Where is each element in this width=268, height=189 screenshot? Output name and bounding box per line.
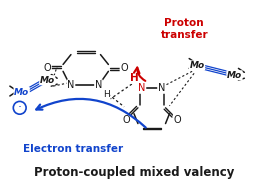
Text: Electron transfer: Electron transfer	[23, 144, 123, 154]
Text: N: N	[67, 80, 75, 90]
Text: Mo: Mo	[40, 76, 55, 85]
Text: ·: ·	[18, 101, 22, 114]
Text: N: N	[95, 80, 102, 90]
Text: Mo: Mo	[227, 71, 242, 80]
Text: O: O	[120, 63, 128, 73]
Text: O: O	[174, 115, 181, 125]
Text: O: O	[122, 115, 130, 125]
Text: Proton-coupled mixed valency: Proton-coupled mixed valency	[34, 166, 234, 179]
Text: H: H	[130, 73, 138, 83]
Text: Mo: Mo	[14, 88, 29, 97]
Text: H: H	[103, 91, 110, 99]
Text: N: N	[138, 83, 146, 93]
Text: Mo: Mo	[189, 61, 205, 70]
Text: O: O	[43, 63, 51, 73]
Text: Proton
transfer: Proton transfer	[161, 18, 208, 40]
Text: N: N	[158, 83, 165, 93]
